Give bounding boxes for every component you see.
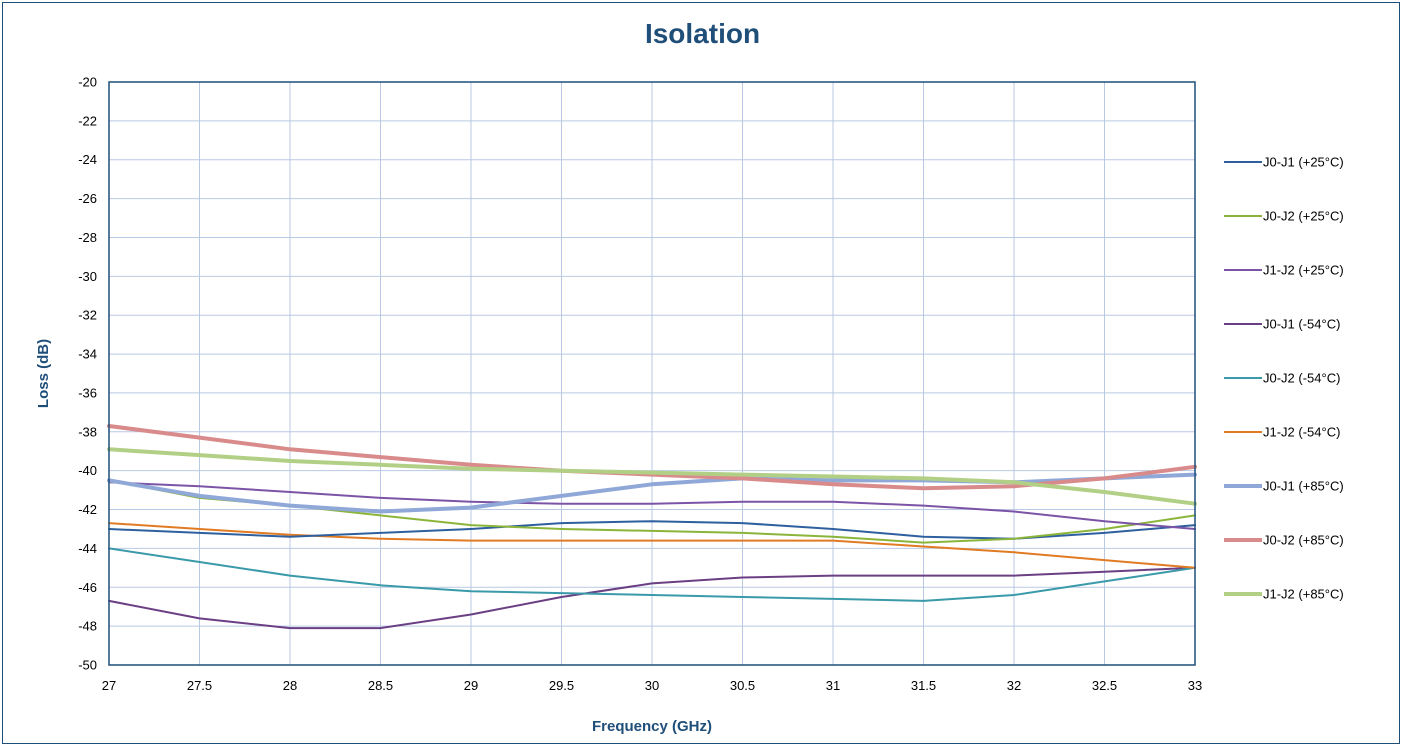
y-tick-label: -46 xyxy=(78,580,97,595)
series-line-4 xyxy=(108,547,1196,602)
y-tick-label: -36 xyxy=(78,385,97,400)
legend-label: J0-J2 (-54°C) xyxy=(1263,371,1340,386)
series-line-3 xyxy=(108,566,1196,630)
y-tick-label: -34 xyxy=(78,347,97,362)
y-tick-label: -40 xyxy=(78,463,97,478)
y-tick-label: -42 xyxy=(78,502,97,517)
x-tick-label: 27.5 xyxy=(187,678,212,693)
x-tick-label: 32 xyxy=(1007,678,1021,693)
series-line-8 xyxy=(107,447,1197,506)
y-tick-label: -44 xyxy=(78,541,97,556)
chart-title: Isolation xyxy=(644,18,761,49)
series-lines xyxy=(107,424,1197,630)
x-tick-label: 30 xyxy=(645,678,659,693)
x-tick-label: 31.5 xyxy=(911,678,936,693)
x-axis-title: Frequency (GHz) xyxy=(592,718,712,735)
legend-label: J0-J1 (+25°C) xyxy=(1263,155,1344,170)
x-tick-label: 29.5 xyxy=(549,678,574,693)
grid-lines xyxy=(108,81,1196,666)
y-tick-label: -20 xyxy=(78,75,97,90)
legend-label: J1-J2 (+25°C) xyxy=(1263,263,1344,278)
y-axis-title: Loss (dB) xyxy=(35,339,52,408)
y-tick-label: -28 xyxy=(78,230,97,245)
x-tick-label: 33 xyxy=(1188,678,1202,693)
plot-area-border xyxy=(108,81,1196,666)
x-tick-label: 28 xyxy=(283,678,297,693)
series-line-5 xyxy=(108,522,1196,569)
y-tick-label: -22 xyxy=(78,113,97,128)
y-tick-label: -48 xyxy=(78,619,97,634)
y-tick-label: -38 xyxy=(78,424,97,439)
x-tick-label: 30.5 xyxy=(730,678,755,693)
y-tick-label: -32 xyxy=(78,308,97,323)
series-line-2 xyxy=(108,481,1196,530)
x-tick-label: 29 xyxy=(464,678,478,693)
legend-label: J1-J2 (+85°C) xyxy=(1263,587,1344,602)
y-axis-ticks: -20 -22 -24 -26 -28 -30 -32 -34 -36 -38 -40 -42 -44 -… xyxy=(78,75,97,673)
y-tick-label: -24 xyxy=(78,152,97,167)
x-tick-label: 28.5 xyxy=(368,678,393,693)
legend-label: J0-J1 (+85°C) xyxy=(1263,479,1344,494)
legend: J0-J1 (+25°C) J0-J2 (+25°C) J1-J2 (+25°C) J… xyxy=(1224,155,1344,602)
legend-label: J0-J1 (-54°C) xyxy=(1263,317,1340,332)
x-axis-ticks: 27 27.5 28 28.5 29 29.5 30 30.5 31 31.5 32 32.5 33 xyxy=(102,678,1202,693)
x-tick-label: 27 xyxy=(102,678,116,693)
legend-label: J0-J2 (+25°C) xyxy=(1263,209,1344,224)
x-tick-label: 31 xyxy=(826,678,840,693)
y-tick-label: -50 xyxy=(78,658,97,673)
legend-label: J1-J2 (-54°C) xyxy=(1263,425,1340,440)
x-tick-label: 32.5 xyxy=(1092,678,1117,693)
legend-label: J0-J2 (+85°C) xyxy=(1263,533,1344,548)
y-tick-label: -30 xyxy=(78,269,97,284)
y-tick-label: -26 xyxy=(78,191,97,206)
